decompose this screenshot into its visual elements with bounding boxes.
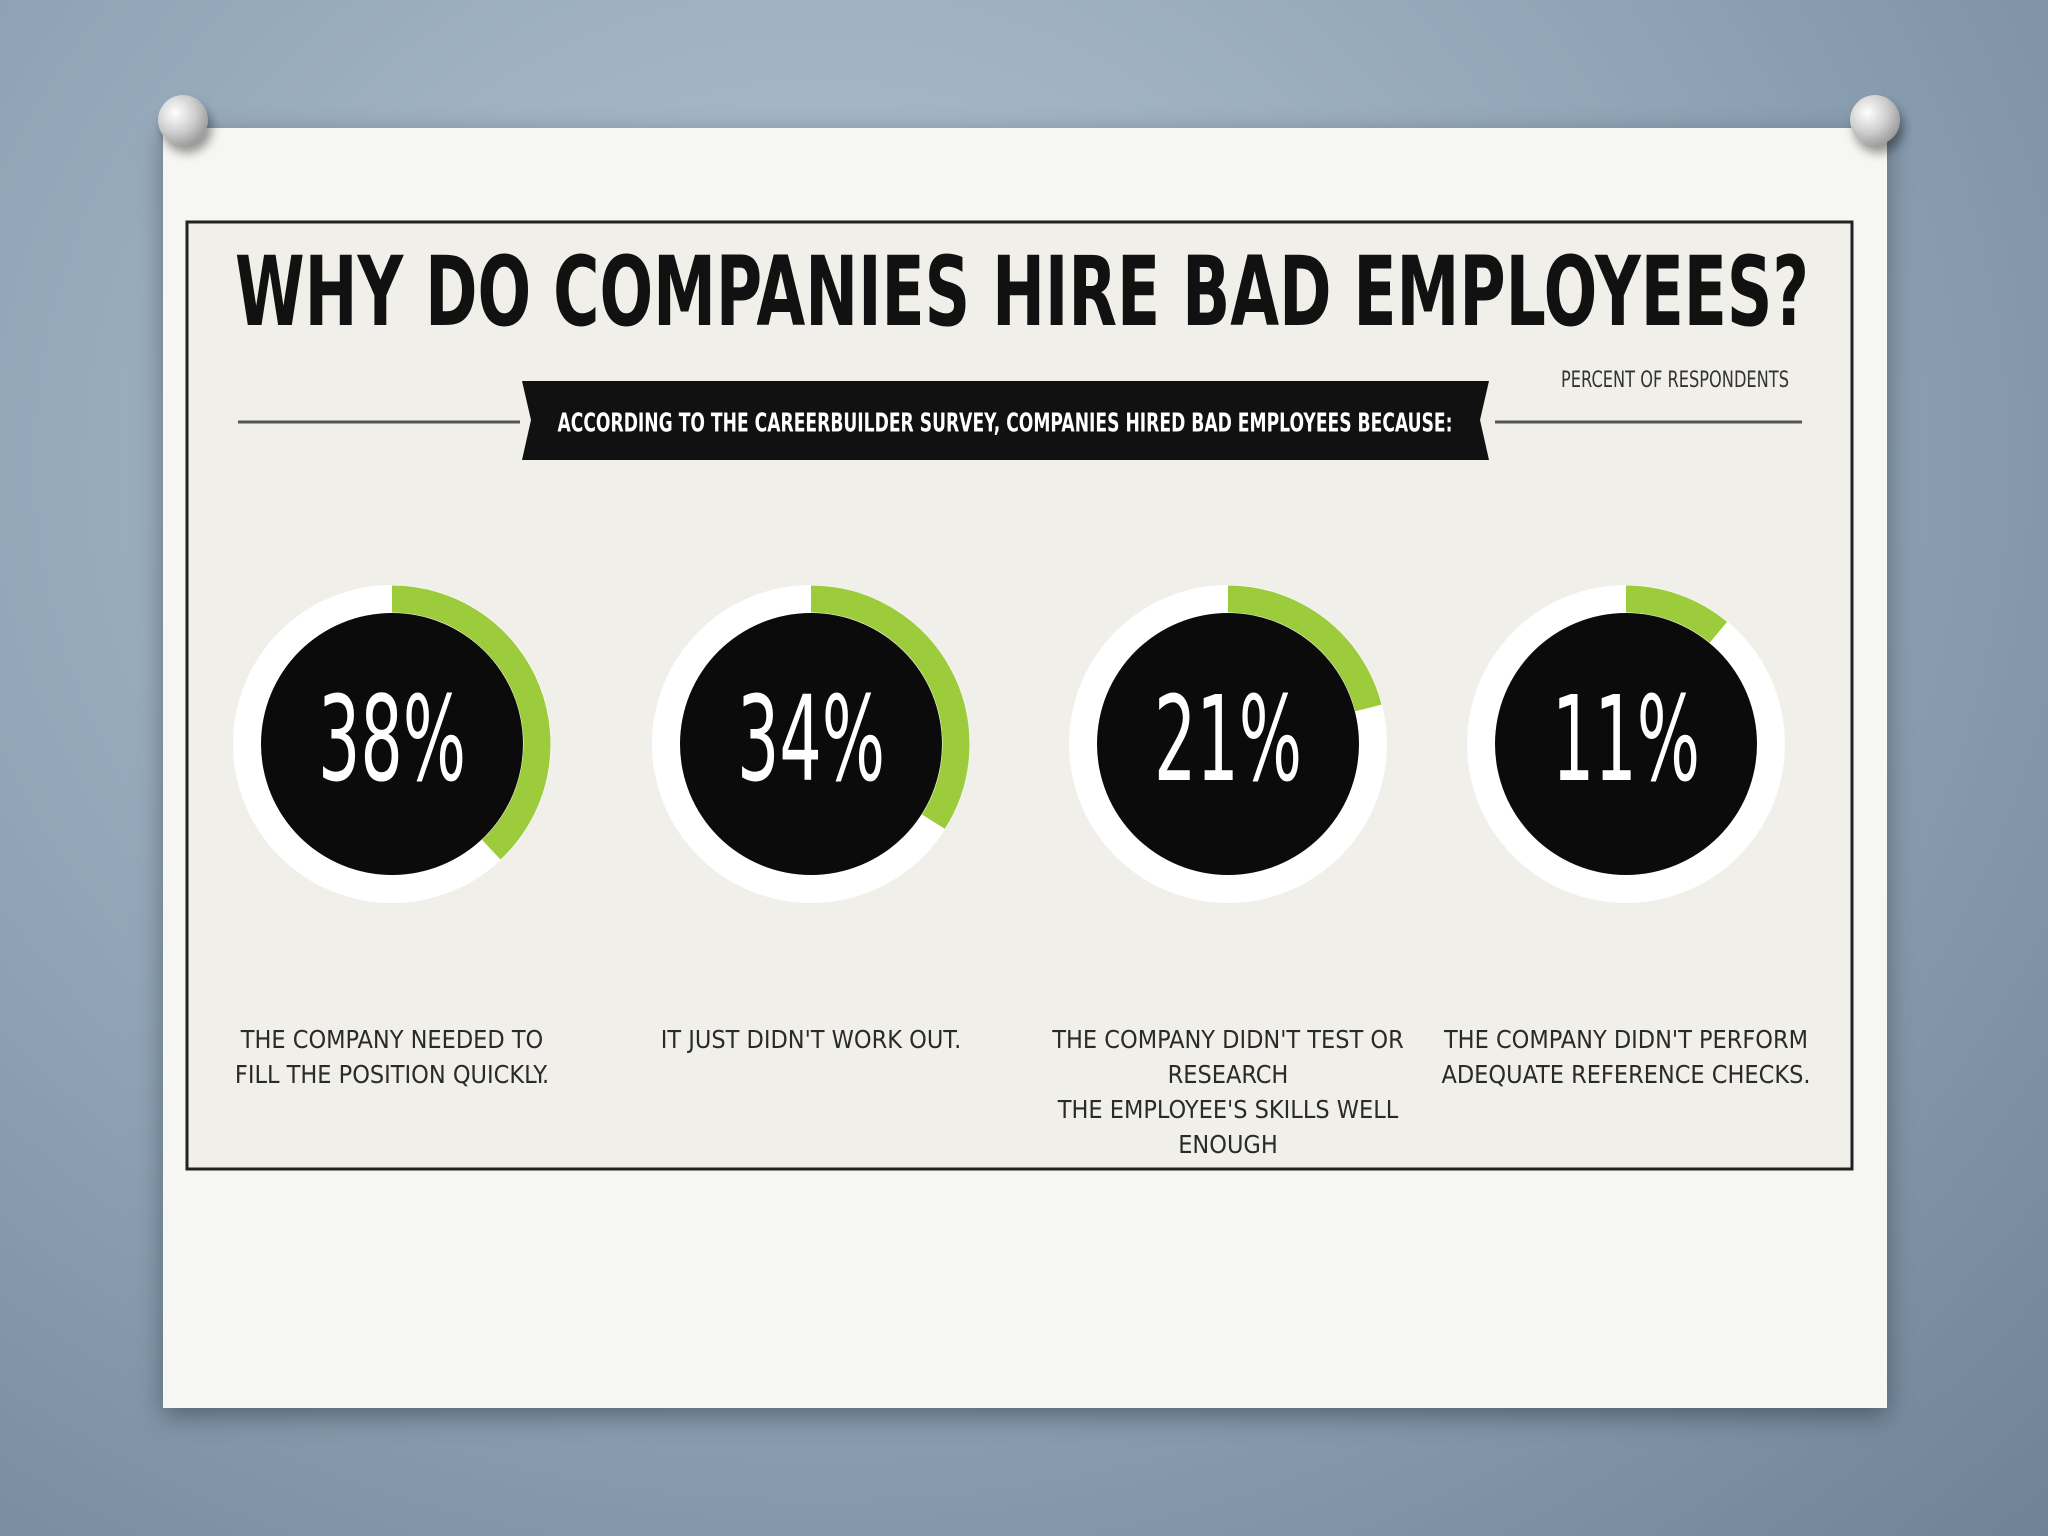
ring-center xyxy=(1097,613,1359,875)
category-label: THE COMPANY DIDN'T TEST OR RESEARCH THE … xyxy=(1052,1025,1404,1159)
ring-arc xyxy=(1625,585,1728,643)
subtitle: ACCORDING TO THE CAREERBUILDER SURVEY, C… xyxy=(558,409,1453,439)
ring-center xyxy=(1495,613,1757,875)
pin xyxy=(158,95,208,145)
ring-center xyxy=(680,613,942,875)
banner xyxy=(522,381,1489,460)
value-label: 38% xyxy=(318,670,466,808)
ring-center xyxy=(261,613,523,875)
category-label: IT JUST DIDN'T WORK OUT. xyxy=(660,1025,962,1054)
ring-arc xyxy=(391,585,551,860)
pin xyxy=(1850,95,1900,145)
chart-title: WHY DO COMPANIES HIRE BAD EMPLOYEES? xyxy=(235,236,1809,348)
note: PERCENT OF RESPONDENTS xyxy=(1561,368,1789,393)
category-label: THE COMPANY DIDN'T PERFORM ADEQUATE REFE… xyxy=(1441,1025,1811,1089)
category-label: THE COMPANY NEEDED TO FILL THE POSITION … xyxy=(234,1025,550,1089)
ring-arc xyxy=(1227,585,1382,712)
ring-arc xyxy=(810,585,970,829)
value-label: 34% xyxy=(737,670,885,808)
value-label: 21% xyxy=(1154,670,1302,808)
value-label: 11% xyxy=(1552,670,1700,808)
